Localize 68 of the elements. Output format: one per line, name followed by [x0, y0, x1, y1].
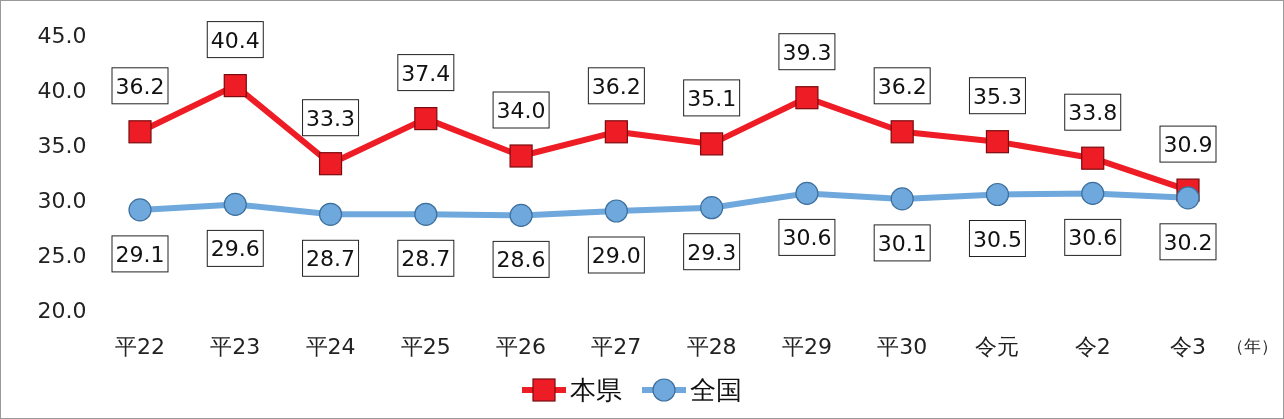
data-label: 30.9 — [1163, 132, 1213, 158]
y-tick-label: 30.0 — [37, 188, 87, 213]
data-label: 30.1 — [877, 230, 927, 256]
data-label: 35.1 — [687, 85, 737, 111]
x-tick-label: 令2 — [1074, 334, 1111, 359]
point — [795, 181, 819, 205]
y-tick-label: 35.0 — [37, 133, 87, 158]
x-tick-label: 平30 — [877, 334, 928, 359]
legend-label: 本県 — [570, 375, 622, 405]
y-tick-label: 25.0 — [37, 243, 87, 268]
data-label: 33.3 — [306, 105, 356, 131]
point — [318, 202, 343, 226]
data-label: 33.8 — [1068, 100, 1118, 126]
point — [604, 120, 628, 144]
x-tick-label: 平29 — [781, 334, 832, 359]
data-label: 30.5 — [972, 226, 1022, 252]
point — [985, 130, 1010, 154]
point — [128, 198, 152, 222]
data-label: 29.1 — [115, 241, 165, 267]
x-tick-label: 平26 — [496, 334, 547, 359]
point — [795, 86, 819, 110]
x-tick-label: 平25 — [400, 334, 451, 359]
data-label: 28.7 — [306, 246, 356, 272]
data-label: 39.3 — [782, 39, 832, 65]
point — [509, 144, 533, 168]
point — [128, 120, 152, 144]
x-axis-title: （年） — [1226, 336, 1278, 356]
x-tick-label: 平27 — [591, 334, 642, 359]
point — [700, 196, 724, 220]
data-label: 29.3 — [687, 239, 737, 265]
point — [890, 187, 914, 211]
data-label: 35.3 — [972, 83, 1022, 109]
point — [223, 192, 247, 216]
y-tick-label: 45.0 — [37, 23, 87, 48]
point — [318, 152, 343, 176]
y-tick-label: 20.0 — [37, 298, 87, 323]
point — [223, 74, 247, 98]
point — [985, 182, 1010, 207]
x-tick-label: 令3 — [1170, 334, 1206, 359]
x-tick-label: 平24 — [305, 334, 356, 359]
data-label: 29.6 — [210, 236, 260, 262]
data-label: 36.2 — [115, 73, 165, 99]
x-tick-label: 平23 — [210, 334, 261, 359]
data-label: 36.2 — [591, 73, 641, 99]
data-label: 34.0 — [496, 98, 546, 123]
data-label: 28.6 — [496, 247, 546, 273]
y-tick-label: 40.0 — [37, 78, 87, 103]
point — [414, 107, 438, 131]
data-label: 30.2 — [1163, 229, 1213, 255]
data-label: 29.0 — [591, 243, 641, 268]
x-tick-label: 平28 — [686, 334, 737, 359]
data-label: 30.6 — [1068, 225, 1118, 251]
data-label: 40.4 — [210, 27, 260, 53]
x-tick-label: 令元 — [975, 334, 1020, 359]
data-label: 36.2 — [877, 73, 927, 99]
point — [509, 203, 533, 227]
point — [414, 202, 438, 226]
point — [604, 199, 628, 223]
x-tick-label: 平22 — [115, 334, 165, 359]
point — [1176, 186, 1200, 210]
point — [890, 120, 914, 144]
point — [700, 132, 724, 156]
point — [1081, 181, 1105, 205]
data-label: 28.7 — [401, 246, 451, 272]
point — [1081, 146, 1105, 170]
legend-label: 全国 — [690, 375, 742, 405]
data-label: 37.4 — [401, 60, 451, 86]
data-label: 30.6 — [782, 225, 832, 251]
